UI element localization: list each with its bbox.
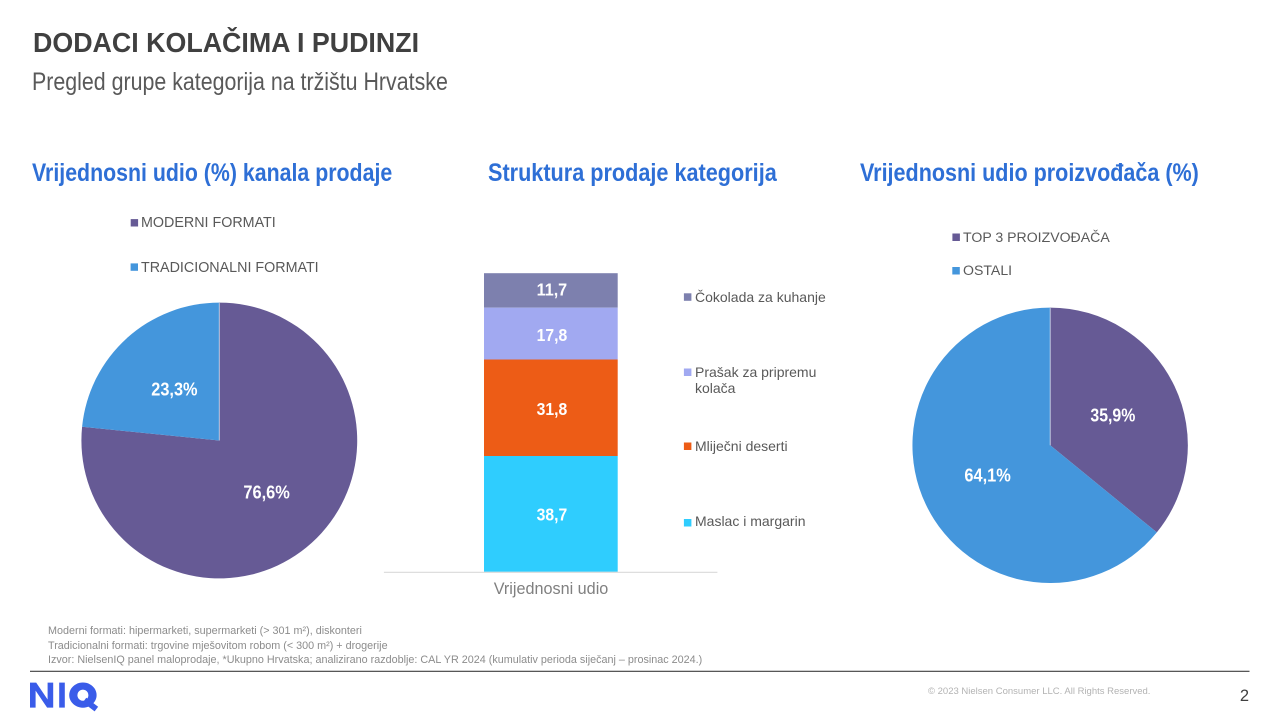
svg-text:38,7: 38,7 — [537, 504, 568, 524]
svg-text:31,8: 31,8 — [537, 399, 568, 419]
svg-text:76,6%: 76,6% — [243, 481, 289, 502]
svg-text:17,8: 17,8 — [537, 325, 568, 345]
svg-text:64,1%: 64,1% — [964, 464, 1010, 485]
svg-text:35,9%: 35,9% — [1090, 405, 1135, 426]
svg-text:23,3%: 23,3% — [151, 379, 197, 400]
svg-text:11,7: 11,7 — [537, 280, 568, 300]
